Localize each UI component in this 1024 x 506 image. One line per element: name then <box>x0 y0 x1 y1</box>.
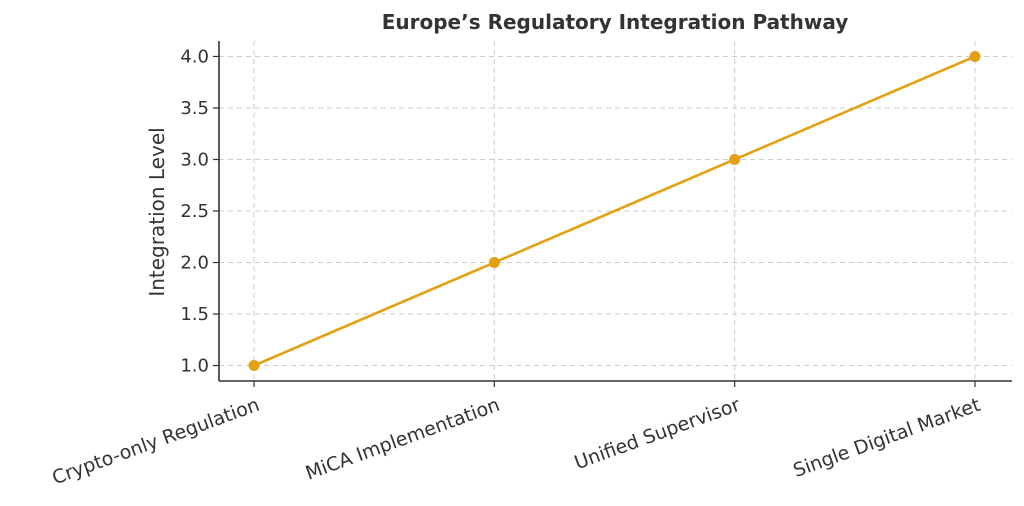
data-point <box>729 153 741 165</box>
chart-title: Europe’s Regulatory Integration Pathway <box>382 10 849 34</box>
series-line <box>253 55 976 367</box>
y-tick-label: 2.5 <box>180 201 209 222</box>
y-axis-label: Integration Level <box>145 127 169 296</box>
data-point <box>969 50 981 62</box>
y-tick-label: 4.0 <box>180 46 209 67</box>
x-tick-label: Single Digital Market <box>790 394 983 482</box>
data-point <box>488 257 500 269</box>
y-tick-label: 1.0 <box>180 356 209 377</box>
y-tick-label: 3.5 <box>180 98 209 119</box>
x-tick-label: MiCA Implementation <box>303 394 503 485</box>
x-tick-label: Unified Supervisor <box>572 394 744 474</box>
y-tick-label: 3.0 <box>180 149 209 170</box>
data-point <box>248 360 260 372</box>
y-tick-label: 1.5 <box>180 304 209 325</box>
y-ticks: 1.0 1.5 2.0 2.5 3.0 3.5 4.0 <box>180 46 219 377</box>
series-layer <box>248 50 981 372</box>
x-tick-label: Crypto-only Regulation <box>49 394 262 489</box>
y-tick-label: 2.0 <box>180 253 209 274</box>
x-ticks: Crypto-only Regulation MiCA Implementatio… <box>49 381 983 489</box>
